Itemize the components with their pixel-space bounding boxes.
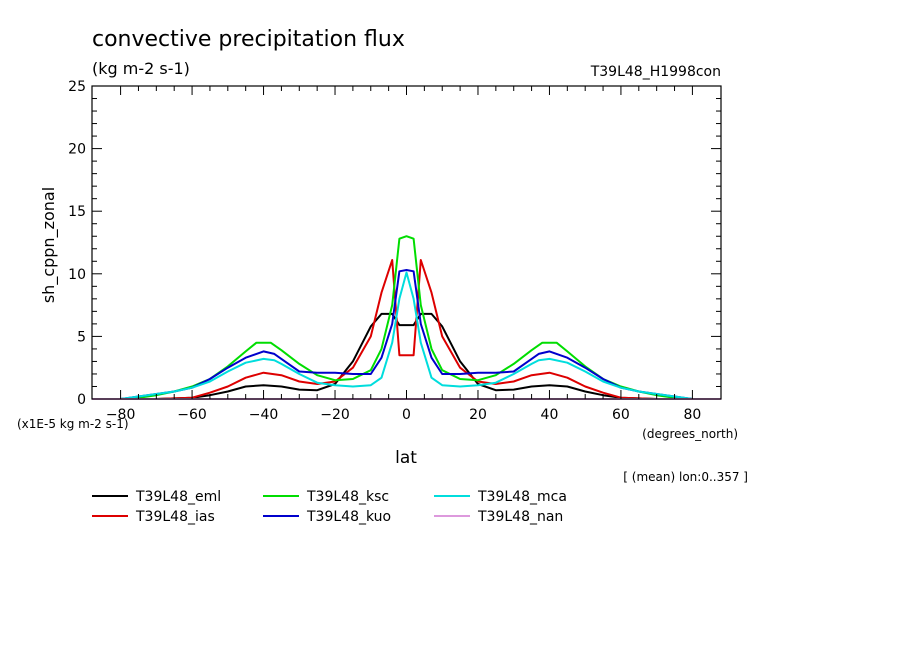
legend-label-4: T39L48_kuo bbox=[306, 509, 391, 525]
y-tick-label: 20 bbox=[68, 142, 86, 158]
x-tick-label: 20 bbox=[469, 407, 487, 423]
x-tick-label: −60 bbox=[177, 407, 207, 423]
legend-label-5: T39L48_mca bbox=[477, 489, 567, 505]
chart-title: convective precipitation flux bbox=[92, 27, 405, 52]
series-line-3 bbox=[92, 235, 721, 400]
y-axis-label: sh_cppn_zonal bbox=[39, 187, 59, 303]
y-tick-label: 25 bbox=[68, 79, 86, 95]
series-line-1 bbox=[92, 312, 721, 400]
plot-frame bbox=[91, 85, 722, 400]
legend-label-2: T39L48_ias bbox=[135, 509, 215, 525]
y-scale-note: (x1E-5 kg m-2 s-1) bbox=[17, 417, 129, 431]
legend-label-1: T39L48_eml bbox=[135, 489, 221, 505]
x-tick-label: 80 bbox=[683, 407, 701, 423]
series-line-2 bbox=[92, 259, 721, 400]
axes-layer: −80 −60 −40 −20 0 20 40 60 80 0 5 10 15 20 25 bbox=[68, 79, 722, 423]
x-tick-label: 40 bbox=[541, 407, 559, 423]
x-tick-label: −80 bbox=[106, 407, 136, 423]
legend: T39L48_eml T39L48_ias T39L48_ksc T39L48_kuo… bbox=[92, 489, 567, 525]
x-tick-label: −40 bbox=[249, 407, 279, 423]
x-tick-label: −20 bbox=[320, 407, 350, 423]
y-tick-label: 5 bbox=[77, 329, 86, 345]
mean-note: [ (mean) lon:0..357 ] bbox=[623, 470, 748, 484]
x-tick-label: 60 bbox=[612, 407, 630, 423]
series-line-4 bbox=[92, 269, 721, 400]
legend-label-3: T39L48_ksc bbox=[306, 489, 389, 505]
y-tick-label: 0 bbox=[77, 392, 86, 408]
x-units: (degrees_north) bbox=[642, 427, 738, 441]
legend-label-6: T39L48_nan bbox=[477, 509, 563, 525]
x-tick-label: 0 bbox=[402, 407, 411, 423]
chart-units: (kg m-2 s-1) bbox=[92, 59, 190, 78]
series-layer bbox=[92, 235, 721, 400]
y-tick-label: 10 bbox=[68, 267, 86, 283]
series-line-5 bbox=[92, 271, 721, 400]
x-axis-label: lat bbox=[395, 448, 417, 468]
run-label: T39L48_H1998con bbox=[590, 64, 721, 80]
y-tick-label: 15 bbox=[68, 204, 86, 220]
